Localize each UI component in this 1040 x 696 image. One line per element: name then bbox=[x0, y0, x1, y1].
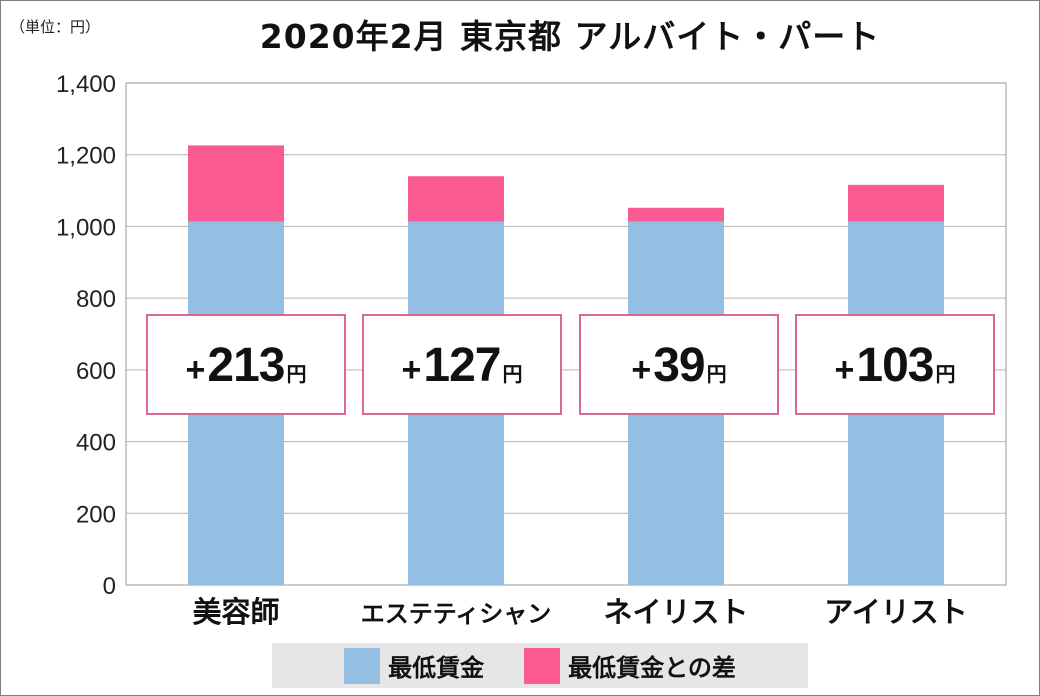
annotation-value: 103 bbox=[856, 339, 934, 392]
annotation-unit: 円 bbox=[286, 362, 307, 386]
y-tick-label: 200 bbox=[76, 501, 116, 528]
annotation-plus: + bbox=[185, 351, 206, 389]
annotation-plus: + bbox=[631, 351, 652, 389]
legend-swatch-min-wage bbox=[344, 647, 381, 684]
annotation-value: 39 bbox=[653, 339, 705, 392]
annotation-plus: + bbox=[834, 351, 855, 389]
x-category-label: アイリスト bbox=[824, 595, 968, 629]
y-tick-label: 1,000 bbox=[56, 214, 116, 241]
legend-item: 最低賃金との差 bbox=[524, 647, 736, 684]
plot-area-border bbox=[125, 82, 1007, 586]
legend-label: 最低賃金との差 bbox=[568, 654, 736, 682]
annotation-unit: 円 bbox=[935, 362, 956, 386]
annotation-box: + 103 円 bbox=[795, 314, 995, 415]
chart-title: 2020年2月 東京都 アルバイト・パート bbox=[259, 17, 881, 56]
y-tick-label: 1,200 bbox=[56, 143, 116, 170]
legend: 最低賃金 最低賃金との差 bbox=[272, 643, 808, 688]
annotation-box: + 39 円 bbox=[579, 314, 779, 415]
unit-label: （単位：円） bbox=[10, 18, 101, 36]
bar-difference bbox=[408, 176, 504, 222]
annotation-value: 213 bbox=[207, 339, 285, 392]
y-tick-label: 600 bbox=[76, 358, 116, 385]
annotation-unit: 円 bbox=[502, 362, 523, 386]
legend-label: 最低賃金 bbox=[388, 654, 485, 682]
annotation-plus: + bbox=[401, 351, 422, 389]
legend-item: 最低賃金 bbox=[344, 647, 485, 684]
annotation-box: + 213 円 bbox=[146, 314, 346, 415]
y-tick-label: 400 bbox=[76, 430, 116, 457]
legend-swatch-difference bbox=[524, 647, 561, 684]
x-category-label: ネイリスト bbox=[603, 595, 748, 629]
bar-difference bbox=[628, 207, 724, 222]
bar-difference bbox=[848, 184, 944, 222]
x-category-label: 美容師 bbox=[192, 595, 279, 629]
y-tick-label: 1,400 bbox=[56, 71, 116, 98]
y-tick-label: 800 bbox=[76, 286, 116, 313]
bar-difference bbox=[188, 145, 284, 222]
annotation-box: + 127 円 bbox=[362, 314, 562, 415]
y-tick-label: 0 bbox=[103, 573, 116, 600]
x-category-label: エステティシャン bbox=[361, 600, 552, 628]
annotation-value: 127 bbox=[423, 339, 501, 392]
annotation-unit: 円 bbox=[706, 362, 727, 386]
